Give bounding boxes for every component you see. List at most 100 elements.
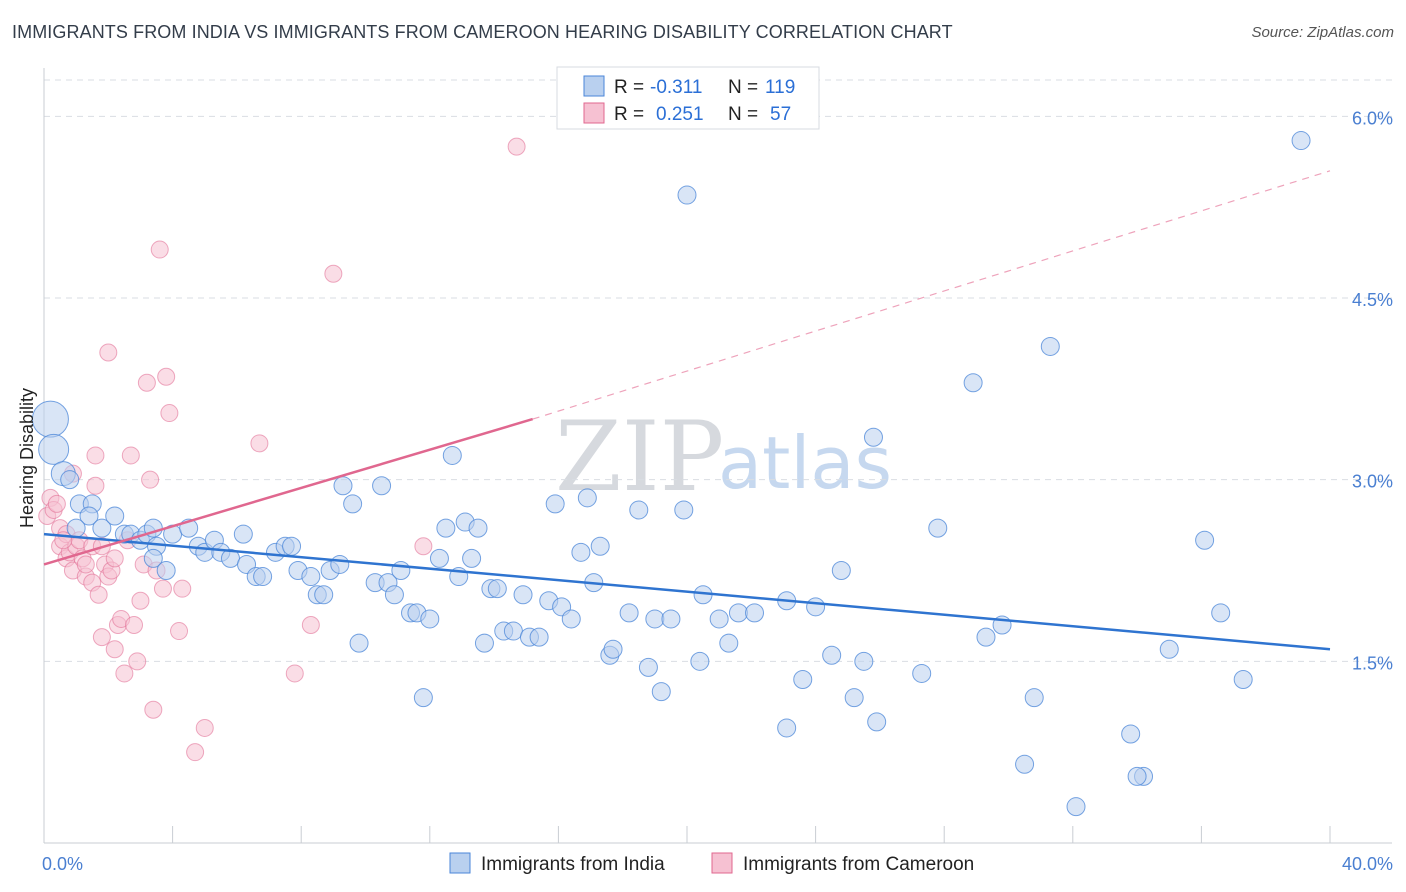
- cameroon-point: [150, 240, 169, 259]
- india-point: [793, 670, 813, 689]
- india-point: [38, 433, 70, 465]
- india-point: [745, 603, 765, 623]
- y-tick-label: 4.5%: [1352, 290, 1393, 310]
- india-point: [1127, 766, 1147, 786]
- cameroon-point: [250, 434, 269, 453]
- legend-n-label-cameroon: N =: [728, 104, 758, 125]
- india-point: [1211, 603, 1231, 623]
- india-point: [629, 500, 649, 520]
- cameroon-point: [186, 743, 205, 762]
- india-point: [912, 663, 932, 683]
- cameroon-point: [285, 664, 304, 683]
- india-point: [963, 373, 983, 393]
- india-point: [1121, 724, 1141, 744]
- bottom-legend-swatch-india: [449, 852, 471, 874]
- india-point: [513, 585, 533, 605]
- watermark: ZIP atlas: [555, 401, 892, 513]
- bottom-legend-swatch-cameroon: [711, 852, 733, 874]
- cameroon-point: [76, 555, 95, 574]
- india-point: [645, 609, 665, 629]
- india-point: [822, 645, 842, 665]
- india-point: [413, 688, 433, 708]
- source-credit: Source: ZipAtlas.com: [1251, 24, 1394, 41]
- india-point: [690, 651, 710, 671]
- bottom-legend-label-india: Immigrants from India: [481, 854, 665, 875]
- india-point: [677, 185, 697, 205]
- india-point: [282, 536, 302, 556]
- india-point: [863, 427, 883, 447]
- india-point: [1040, 336, 1060, 356]
- india-point: [529, 627, 549, 647]
- legend-r-value-cameroon: 0.251: [656, 104, 704, 125]
- cameroon-point: [86, 446, 105, 465]
- india-point: [728, 603, 748, 623]
- india-point: [590, 536, 610, 556]
- cameroon-point: [137, 373, 156, 392]
- india-point: [301, 567, 321, 587]
- legend-n-value-india: 119: [765, 77, 795, 98]
- cameroon-point: [131, 591, 150, 610]
- india-point: [31, 400, 69, 438]
- india-point: [156, 561, 176, 580]
- cameroon-point: [105, 640, 124, 659]
- india-point: [1159, 639, 1179, 659]
- india-point: [314, 585, 334, 605]
- india-point: [436, 518, 456, 538]
- india-point: [343, 494, 363, 514]
- india-point: [384, 585, 404, 605]
- india-point: [661, 609, 681, 629]
- cameroon-point: [301, 616, 320, 634]
- india-point: [105, 506, 125, 526]
- cameroon-point: [86, 476, 105, 495]
- india-point: [330, 554, 350, 574]
- cameroon-point: [105, 549, 124, 568]
- india-point: [719, 633, 739, 653]
- x-tick-label-min: 0.0%: [42, 854, 83, 874]
- india-point: [651, 682, 671, 702]
- india-point: [976, 627, 996, 647]
- cameroon-point: [173, 579, 192, 598]
- india-point: [420, 609, 440, 629]
- series-cameroon: [38, 137, 526, 762]
- india-point: [372, 476, 392, 496]
- legend-swatch-cameroon: [583, 102, 605, 124]
- cameroon-point: [144, 700, 163, 719]
- cameroon-point: [115, 664, 134, 683]
- india-point: [333, 476, 353, 496]
- india-point: [831, 561, 851, 580]
- india-point: [1024, 688, 1044, 708]
- india-point: [638, 657, 658, 677]
- legend-n-label-india: N =: [728, 77, 758, 98]
- india-point: [844, 688, 864, 708]
- india-point: [561, 609, 581, 629]
- india-point: [1291, 131, 1311, 151]
- cameroon-point: [157, 367, 176, 386]
- india-point: [487, 579, 507, 599]
- cameroon-point: [99, 343, 118, 362]
- india-point: [806, 597, 826, 617]
- bottom-legend-label-cameroon: Immigrants from Cameroon: [743, 854, 974, 875]
- india-point: [1015, 754, 1035, 774]
- y-tick-label: 1.5%: [1352, 653, 1393, 673]
- india-point: [462, 548, 482, 568]
- india-point: [1066, 797, 1086, 817]
- legend-swatch-india: [583, 75, 605, 97]
- watermark-atlas: atlas: [718, 421, 892, 505]
- gridlines: [44, 79, 1392, 662]
- series-india: [31, 131, 1311, 817]
- india-point: [253, 567, 273, 587]
- india-point: [429, 548, 449, 568]
- cameroon-point: [414, 537, 433, 556]
- cameroon-point: [92, 628, 111, 647]
- india-point: [349, 633, 369, 653]
- india-point: [577, 488, 597, 508]
- bottom-legend: Immigrants from India Immigrants from Ca…: [449, 852, 974, 875]
- india-point: [571, 542, 591, 562]
- cameroon-point: [195, 718, 214, 737]
- y-tick-label: 3.0%: [1352, 472, 1393, 492]
- india-point: [867, 712, 887, 732]
- cameroon-point: [125, 616, 144, 634]
- india-point: [391, 561, 411, 580]
- y-tick-label: 6.0%: [1352, 108, 1393, 128]
